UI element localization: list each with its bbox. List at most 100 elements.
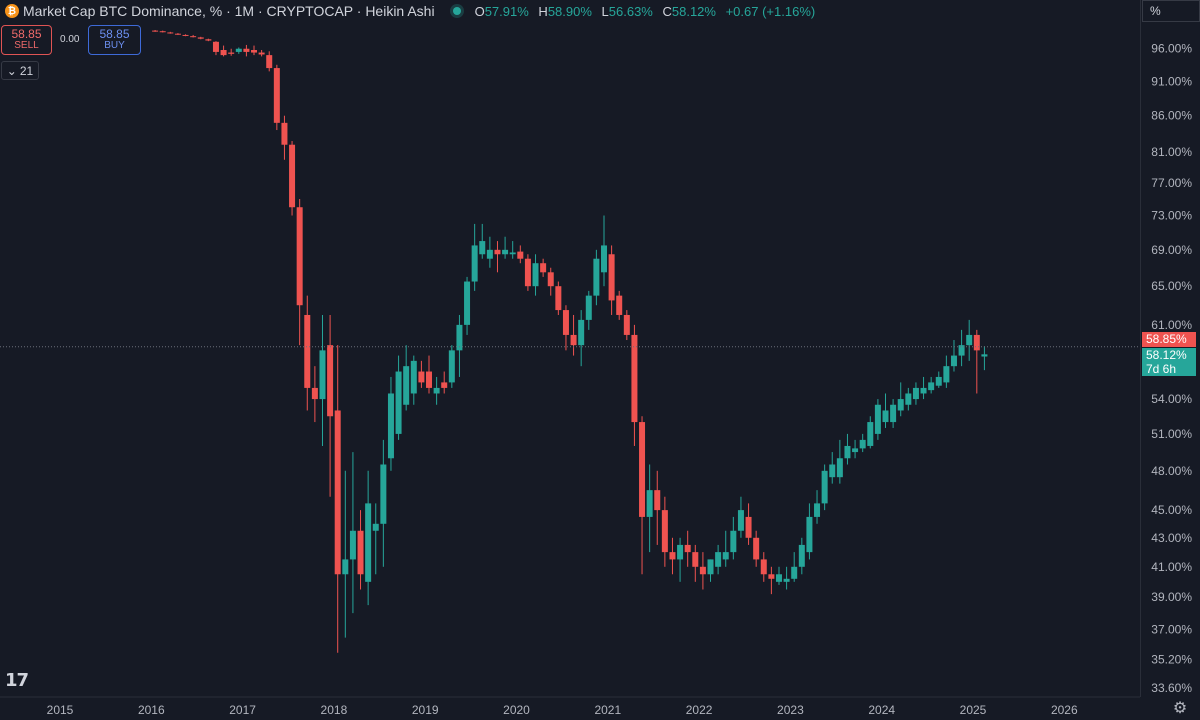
candle-body bbox=[357, 530, 364, 575]
candle bbox=[235, 47, 242, 54]
candle-body bbox=[441, 382, 448, 388]
candle bbox=[692, 544, 699, 582]
price-tick-label: 51.00% bbox=[1151, 427, 1192, 441]
candle-body bbox=[806, 516, 813, 553]
candle bbox=[289, 141, 296, 216]
candle-body bbox=[479, 241, 486, 255]
candle-body bbox=[319, 350, 326, 400]
price-tick-label: 61.00% bbox=[1151, 318, 1192, 332]
candle-body bbox=[981, 354, 988, 357]
candle bbox=[897, 382, 904, 417]
candle-body bbox=[593, 258, 600, 296]
candle-body bbox=[874, 404, 881, 434]
candle-body bbox=[958, 345, 965, 356]
candle-body bbox=[380, 464, 387, 524]
time-tick-label: 2016 bbox=[138, 703, 165, 717]
candle-body bbox=[494, 249, 501, 255]
candle bbox=[448, 345, 455, 388]
candle-body bbox=[897, 399, 904, 411]
low-label: L bbox=[601, 3, 609, 19]
sell-label: SELL bbox=[14, 40, 39, 51]
candle-body bbox=[448, 350, 455, 383]
buy-label: BUY bbox=[104, 40, 125, 51]
candle-body bbox=[608, 254, 615, 301]
candle bbox=[334, 345, 341, 653]
time-tick-label: 2018 bbox=[321, 703, 348, 717]
candle-body bbox=[212, 41, 219, 52]
candle bbox=[760, 552, 767, 582]
candles-layer bbox=[152, 30, 988, 653]
candle-body bbox=[258, 52, 265, 55]
candle-body bbox=[532, 263, 539, 287]
candle-body bbox=[859, 439, 866, 449]
candle bbox=[532, 254, 539, 296]
candle bbox=[928, 376, 935, 394]
price-tick-label: 45.00% bbox=[1151, 503, 1192, 517]
candle bbox=[814, 490, 821, 524]
sell-price: 58.85 bbox=[11, 27, 42, 41]
candle-body bbox=[928, 382, 935, 391]
high-value: 58.90% bbox=[547, 3, 592, 19]
close-label: C bbox=[662, 3, 672, 19]
buy-button[interactable]: 58.85 BUY bbox=[88, 25, 141, 55]
candle-body bbox=[654, 490, 661, 511]
candle bbox=[494, 241, 501, 273]
open-value: 57.91% bbox=[484, 3, 529, 19]
candle-body bbox=[547, 272, 554, 287]
candle-body bbox=[912, 387, 919, 400]
candle-body bbox=[243, 48, 250, 52]
candle bbox=[547, 267, 554, 296]
candle-body bbox=[334, 410, 341, 575]
candle bbox=[981, 346, 988, 371]
candle-body bbox=[365, 503, 372, 582]
candle-body bbox=[699, 566, 706, 575]
candle bbox=[836, 439, 843, 484]
candle bbox=[258, 50, 265, 57]
ohlc-legend: O57.91% H58.90% L56.63% C58.12% +0.67 (+… bbox=[475, 4, 816, 19]
candle-body bbox=[372, 523, 379, 531]
candle-body bbox=[403, 366, 410, 405]
candle bbox=[973, 329, 980, 394]
candle bbox=[737, 496, 744, 538]
candle bbox=[182, 34, 189, 37]
time-tick-label: 2020 bbox=[503, 703, 530, 717]
candle bbox=[661, 496, 668, 567]
candle bbox=[722, 530, 729, 567]
candle bbox=[608, 245, 615, 315]
candle bbox=[296, 199, 303, 346]
candle bbox=[905, 387, 912, 411]
close-value: 58.12% bbox=[671, 3, 716, 19]
candle bbox=[509, 241, 516, 259]
candle bbox=[631, 324, 638, 446]
candle-body bbox=[395, 371, 402, 434]
candle bbox=[418, 360, 425, 388]
candle bbox=[372, 503, 379, 575]
candle-body bbox=[730, 530, 737, 553]
gear-icon[interactable]: ⚙ bbox=[1172, 700, 1188, 717]
candle bbox=[783, 566, 790, 590]
indicators-toggle-button[interactable]: ⌄ 21 bbox=[1, 61, 39, 80]
candle bbox=[798, 537, 805, 575]
candle bbox=[555, 281, 562, 315]
candle bbox=[365, 470, 372, 606]
price-scale-unit-button[interactable]: % bbox=[1142, 0, 1200, 22]
price-tick-label: 91.00% bbox=[1151, 74, 1192, 88]
candle-body bbox=[722, 552, 729, 560]
tradingview-logo[interactable]: 17 bbox=[5, 670, 29, 691]
price-tick-label: 96.00% bbox=[1151, 42, 1192, 56]
chart-header: ₿ Market Cap BTC Dominance, % · 1M · CRY… bbox=[0, 0, 1140, 22]
candle-body bbox=[228, 52, 235, 54]
bitcoin-icon: ₿ bbox=[5, 4, 19, 18]
chart-title[interactable]: Market Cap BTC Dominance, % · 1M · CRYPT… bbox=[23, 3, 435, 19]
time-tick-label: 2026 bbox=[1051, 703, 1078, 717]
candle-body bbox=[251, 50, 258, 53]
time-tick-label: 2021 bbox=[594, 703, 621, 717]
sell-button[interactable]: 58.85 SELL bbox=[1, 25, 52, 55]
candle bbox=[707, 559, 714, 582]
candle-body bbox=[152, 30, 159, 32]
candle bbox=[152, 30, 159, 32]
candle bbox=[342, 470, 349, 638]
candle bbox=[197, 36, 204, 40]
candle bbox=[867, 416, 874, 449]
